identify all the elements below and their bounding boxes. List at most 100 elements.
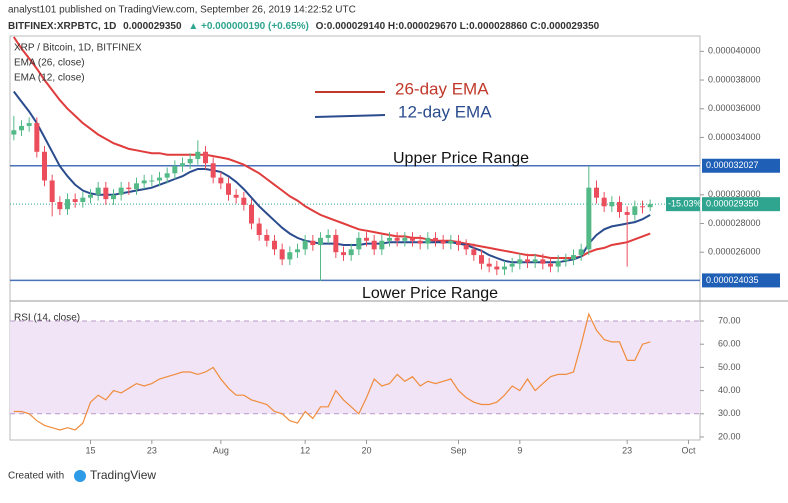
candle-body bbox=[425, 237, 431, 244]
rsi-band bbox=[10, 321, 700, 414]
legend-entry: EMA (12, close) bbox=[14, 73, 85, 84]
symbol: BITFINEX:XRPBTC, 1D 0.000029350 ▲ +0.000… bbox=[8, 21, 600, 32]
candle-body bbox=[272, 240, 277, 250]
candle-body bbox=[134, 183, 139, 190]
annotation: 12-day EMA bbox=[398, 102, 492, 121]
labels: 0.000026000 0.000028000 0.000030000 0.00003… bbox=[85, 46, 780, 455]
x-tick-label: 20 bbox=[361, 445, 371, 455]
y-tick-label: 60.00 bbox=[718, 339, 741, 349]
last-price-box bbox=[702, 197, 780, 212]
candle-body bbox=[157, 177, 162, 181]
change-box bbox=[666, 197, 700, 212]
candle-body bbox=[463, 245, 469, 250]
candle-body bbox=[387, 237, 392, 241]
candle-body bbox=[187, 158, 193, 164]
candle-body bbox=[379, 240, 385, 250]
candle-body bbox=[42, 151, 47, 181]
annotation: 26-day EMA bbox=[395, 79, 489, 98]
candle-body bbox=[364, 237, 369, 241]
candle-body bbox=[279, 249, 285, 260]
brand-logo bbox=[74, 470, 86, 482]
x-tick-label: Oct bbox=[681, 445, 696, 455]
y-tick-label: 20.00 bbox=[718, 431, 741, 441]
candle-body bbox=[325, 235, 331, 238]
candle-body bbox=[509, 263, 515, 267]
candle-body bbox=[26, 123, 32, 126]
candle-body bbox=[402, 237, 408, 241]
candle-body bbox=[540, 259, 546, 264]
change-label: -15.03% bbox=[668, 199, 702, 209]
y-tick-label: 0.000034000 bbox=[708, 132, 761, 142]
y-tick-label: 50.00 bbox=[718, 362, 741, 372]
candle-body bbox=[563, 259, 569, 261]
candle-body bbox=[295, 249, 300, 253]
candle-body bbox=[456, 240, 461, 246]
candle-body bbox=[356, 237, 362, 250]
candle-body bbox=[34, 123, 40, 152]
candle-body bbox=[180, 163, 185, 167]
candle-body bbox=[103, 187, 109, 200]
x-tick-label: Aug bbox=[213, 445, 229, 455]
candle-body bbox=[594, 187, 599, 198]
x-tick-label: 23 bbox=[147, 445, 157, 455]
ema-line bbox=[12, 36, 651, 259]
candle-body bbox=[95, 187, 101, 195]
candle-body bbox=[111, 194, 116, 200]
candle-body bbox=[172, 166, 178, 174]
y-tick-label: 0.000036000 bbox=[708, 103, 761, 113]
candle-body bbox=[601, 197, 607, 207]
candle-body bbox=[195, 151, 201, 159]
candle-body bbox=[218, 177, 224, 184]
y-tick-label: 0.000028000 bbox=[708, 218, 761, 228]
candle-body bbox=[410, 237, 415, 241]
annotation: Upper Price Range bbox=[393, 150, 529, 167]
candle-body bbox=[348, 249, 354, 256]
candle-body bbox=[417, 240, 423, 244]
candle-body bbox=[318, 237, 323, 246]
candle-body bbox=[49, 180, 55, 203]
candle-body bbox=[72, 199, 78, 203]
x-tick-label: 23 bbox=[622, 445, 632, 455]
candle-body bbox=[494, 266, 500, 270]
symbol-name: BITFINEX:XRPBTC, 1D bbox=[8, 21, 116, 32]
footer-text: Created with bbox=[8, 471, 64, 482]
price: 0.000029350 bbox=[123, 21, 182, 32]
candle-body bbox=[80, 197, 86, 203]
y-tick-label: 40.00 bbox=[718, 385, 741, 395]
candle-body bbox=[149, 180, 155, 182]
reference-label: 0.000024035 bbox=[706, 275, 759, 285]
candle-body bbox=[88, 194, 93, 198]
candle-body bbox=[65, 199, 70, 210]
y-tick-label: 30.00 bbox=[718, 408, 741, 418]
candle-body bbox=[617, 202, 622, 213]
candle-body bbox=[126, 187, 132, 190]
rsi-line bbox=[13, 312, 651, 431]
candle-body bbox=[310, 240, 316, 246]
candle-body bbox=[640, 206, 645, 208]
candle-body bbox=[555, 260, 561, 267]
footer-brand: TradingView bbox=[90, 468, 156, 482]
candle-body bbox=[203, 151, 208, 164]
publisher: analyst101 published on TradingView.com,… bbox=[8, 5, 356, 16]
candle-body bbox=[448, 240, 454, 244]
y-tick-label: 0.000026000 bbox=[708, 247, 761, 257]
candle-body bbox=[502, 266, 507, 270]
reference-label: 0.000032027 bbox=[706, 160, 759, 170]
change: ▲ +0.000000190 (+0.65%) bbox=[188, 21, 309, 32]
x-tick-label: 12 bbox=[300, 445, 310, 455]
candle-body bbox=[647, 204, 653, 208]
candle-body bbox=[440, 240, 446, 244]
plot-frame bbox=[9, 35, 701, 441]
candle-body bbox=[249, 204, 254, 224]
candle-body bbox=[433, 237, 438, 241]
candle-body bbox=[548, 263, 553, 267]
candle-body bbox=[517, 259, 523, 264]
candle-body bbox=[571, 255, 576, 260]
candle-body bbox=[164, 173, 170, 178]
x-tick-label: Sep bbox=[450, 445, 466, 455]
candle-body bbox=[11, 130, 17, 135]
candle-body bbox=[233, 194, 239, 198]
candle-body bbox=[333, 235, 339, 253]
